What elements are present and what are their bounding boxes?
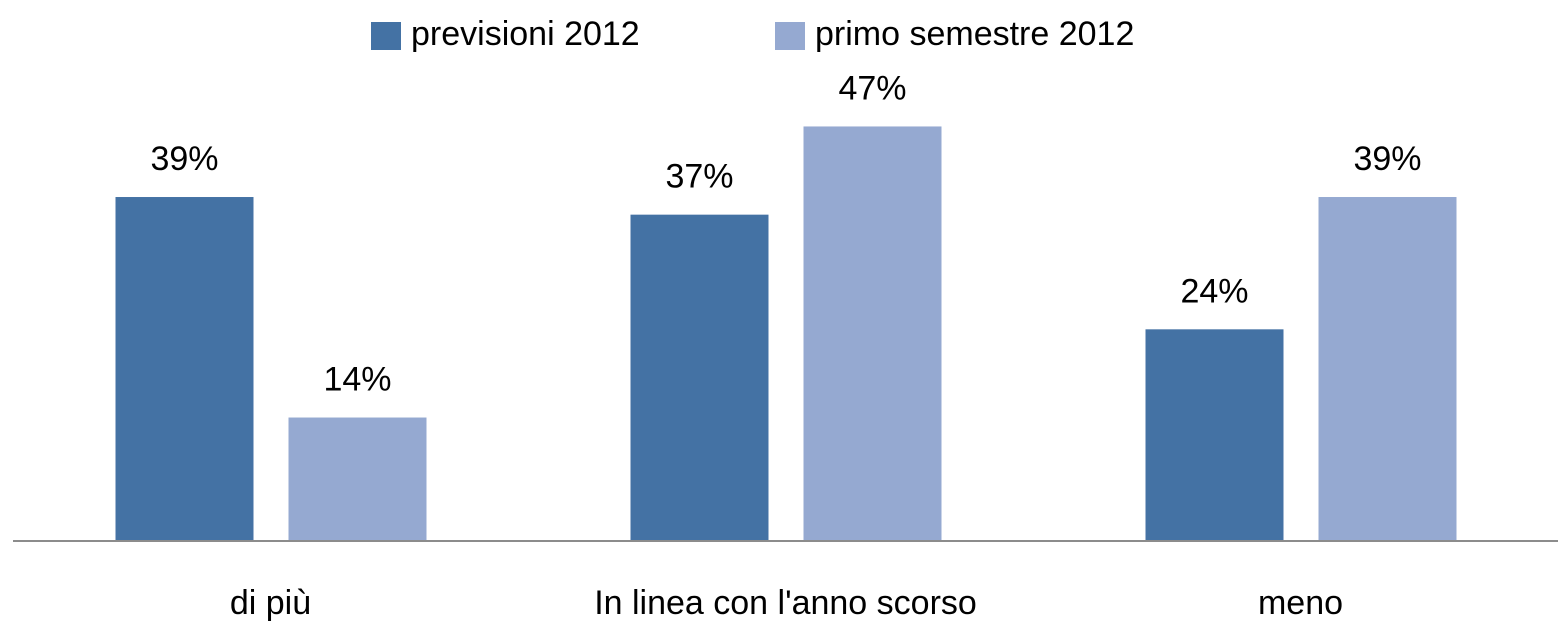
bar (115, 197, 254, 541)
legend-swatch (775, 22, 805, 50)
data-label: 47% (838, 69, 906, 107)
legend-label: previsioni 2012 (411, 15, 640, 53)
x-tick-label: In linea con l'anno scorso (594, 584, 977, 622)
data-label: 14% (323, 361, 391, 399)
data-label: 39% (150, 140, 218, 178)
bar (288, 417, 427, 541)
x-tick-label: meno (1258, 584, 1343, 622)
bar (630, 214, 769, 541)
legend-swatch (371, 22, 401, 50)
bar (803, 126, 942, 542)
data-label: 24% (1180, 272, 1248, 310)
legend-label: primo semestre 2012 (815, 15, 1134, 53)
data-label: 39% (1353, 140, 1421, 178)
x-tick-label: di più (230, 584, 311, 622)
data-label: 37% (665, 158, 733, 196)
bar (1318, 197, 1457, 541)
bar (1145, 329, 1284, 541)
